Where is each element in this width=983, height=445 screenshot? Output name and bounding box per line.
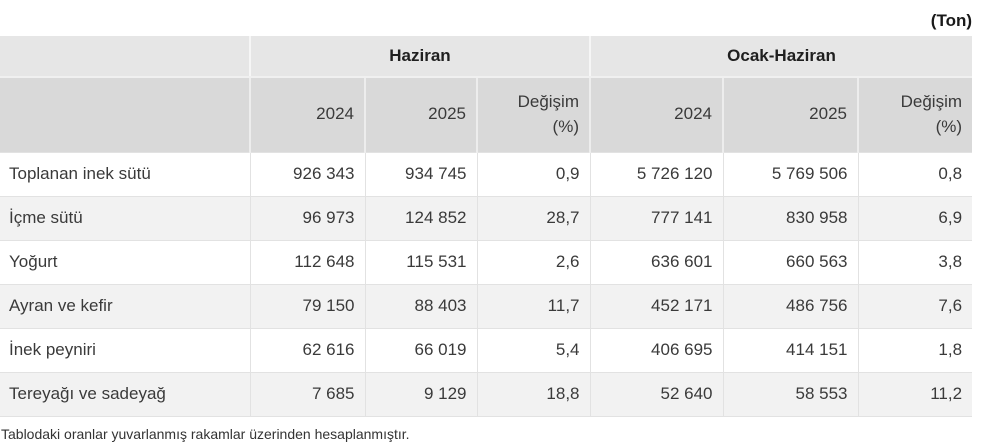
cell-jun-2025: 934 745 <box>364 151 477 196</box>
cell-ytd-2025: 58 553 <box>722 371 858 417</box>
cell-jun-2025: 124 852 <box>364 195 477 240</box>
cell-ytd-2024: 452 171 <box>589 283 723 328</box>
unit-label: (Ton) <box>930 11 972 30</box>
cell-ytd-change: 1,8 <box>857 327 973 372</box>
table-row-yogurt: Yoğurt 112 648 115 531 2,6 636 601 660 5… <box>0 239 973 284</box>
cell-ytd-2024: 52 640 <box>589 371 723 417</box>
header-ytd-2025: 2025 <box>722 77 858 152</box>
cell-jun-2025: 88 403 <box>364 283 477 328</box>
cell-jun-2024: 96 973 <box>249 195 365 240</box>
cell-jun-2024: 79 150 <box>249 283 365 328</box>
cell-ytd-2025: 5 769 506 <box>722 151 858 196</box>
table-row-toplanan-inek-sutu: Toplanan inek sütü 926 343 934 745 0,9 5… <box>0 151 973 196</box>
cell-ytd-change: 6,9 <box>857 195 973 240</box>
cell-jun-change: 28,7 <box>476 195 590 240</box>
header-jun-2025: 2025 <box>364 77 477 152</box>
cell-jun-2025: 66 019 <box>364 327 477 372</box>
header-jun-change: Değişim (%) <box>476 77 590 152</box>
cell-ytd-change: 11,2 <box>857 371 973 417</box>
milk-products-table: Haziran Ocak-Haziran 2024 2025 Değişim (%… <box>0 36 973 417</box>
cell-ytd-2024: 777 141 <box>589 195 723 240</box>
row-label: Toplanan inek sütü <box>0 151 250 196</box>
header-year-row: 2024 2025 Değişim (%) 2024 2025 Değişim (%… <box>0 77 973 152</box>
header-blank-cell <box>0 77 250 152</box>
cell-ytd-2025: 486 756 <box>722 283 858 328</box>
cell-jun-change: 2,6 <box>476 239 590 284</box>
change-label-line1: Değişim <box>900 92 963 112</box>
cell-jun-2024: 62 616 <box>249 327 365 372</box>
table-row-inek-peyniri: İnek peyniri 62 616 66 019 5,4 406 695 4… <box>0 327 973 372</box>
table-row-ayran-ve-kefir: Ayran ve kefir 79 150 88 403 11,7 452 17… <box>0 283 973 328</box>
row-label: İnek peyniri <box>0 327 250 372</box>
cell-jun-2025: 9 129 <box>364 371 477 417</box>
cell-ytd-change: 0,8 <box>857 151 973 196</box>
cell-ytd-change: 3,8 <box>857 239 973 284</box>
cell-ytd-2024: 636 601 <box>589 239 723 284</box>
cell-jun-2024: 926 343 <box>249 151 365 196</box>
cell-ytd-2025: 414 151 <box>722 327 858 372</box>
cell-ytd-change: 7,6 <box>857 283 973 328</box>
change-label-line2: (%) <box>552 116 579 136</box>
row-label: Yoğurt <box>0 239 250 284</box>
row-label: İçme sütü <box>0 195 250 240</box>
table-footnote: Tablodaki oranlar yuvarlanmış rakamlar ü… <box>1 425 410 442</box>
table-row-icme-sutu: İçme sütü 96 973 124 852 28,7 777 141 83… <box>0 195 973 240</box>
cell-jun-2025: 115 531 <box>364 239 477 284</box>
cell-jun-2024: 112 648 <box>249 239 365 284</box>
column-group-haziran: Haziran <box>249 36 590 78</box>
change-label-line1: Değişim <box>517 92 579 112</box>
header-blank-cell <box>0 36 250 78</box>
cell-jun-change: 0,9 <box>476 151 590 196</box>
change-label-line2: (%) <box>935 116 963 136</box>
header-ytd-2024: 2024 <box>589 77 723 152</box>
header-group-row: Haziran Ocak-Haziran <box>0 36 973 78</box>
cell-ytd-2024: 406 695 <box>589 327 723 372</box>
row-label: Ayran ve kefir <box>0 283 250 328</box>
cell-jun-change: 18,8 <box>476 371 590 417</box>
cell-ytd-2024: 5 726 120 <box>589 151 723 196</box>
cell-jun-change: 5,4 <box>476 327 590 372</box>
header-ytd-change: Değişim (%) <box>856 77 973 152</box>
cell-jun-change: 11,7 <box>476 283 590 328</box>
table-row-tereyagi-ve-sadeyag: Tereyağı ve sadeyağ 7 685 9 129 18,8 52 … <box>0 371 973 417</box>
header-jun-2024: 2024 <box>249 77 365 152</box>
column-group-ocak-haziran: Ocak-Haziran <box>588 36 973 78</box>
cell-ytd-2025: 830 958 <box>722 195 858 240</box>
row-label: Tereyağı ve sadeyağ <box>0 371 250 417</box>
cell-jun-2024: 7 685 <box>249 371 365 417</box>
cell-ytd-2025: 660 563 <box>722 239 858 284</box>
